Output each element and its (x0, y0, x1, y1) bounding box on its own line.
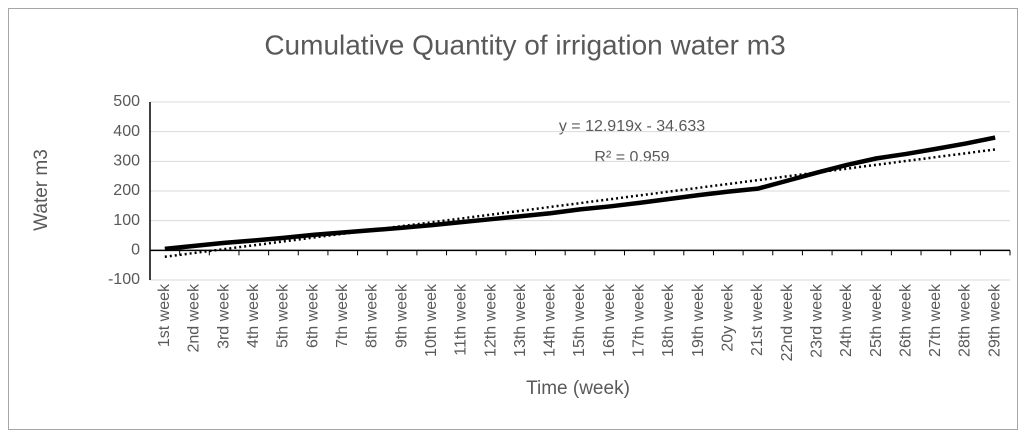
x-tick-label: 16th week (601, 283, 618, 357)
x-tick-label: 25th week (868, 283, 885, 357)
x-tick-label: 29th week (986, 283, 1003, 357)
y-tick-label: -100 (108, 271, 140, 288)
x-tick-label: 1st week (156, 283, 173, 347)
x-tick-label: 17th week (631, 283, 648, 357)
x-tick-label: 24th week (838, 283, 855, 357)
x-tick-label: 14th week (542, 283, 559, 357)
x-tick-label: 18th week (660, 283, 677, 357)
x-tick-label: 13th week (512, 283, 529, 357)
y-tick-label: 500 (113, 93, 140, 110)
x-tick-label: 4th week (245, 283, 262, 348)
x-tick-label: 9th week (393, 283, 410, 348)
y-tick-label: 200 (113, 182, 140, 199)
x-tick-label: 5th week (275, 283, 292, 348)
x-tick-label: 28th week (957, 283, 974, 357)
x-tick-label: 10th week (423, 283, 440, 357)
x-tick-label: 20y week (719, 283, 736, 352)
x-tick-label: 27th week (927, 283, 944, 357)
y-axis-title: Water m3 (31, 149, 52, 231)
x-tick-label: 19th week (690, 283, 707, 357)
y-tick-label: 100 (113, 212, 140, 229)
y-tick-label: 400 (113, 123, 140, 140)
x-tick-label: 7th week (334, 283, 351, 348)
x-tick-label: 11th week (453, 283, 470, 356)
x-tick-label: 12th week (482, 283, 499, 357)
y-tick-label: 300 (113, 153, 140, 170)
trendline-equation: y = 12.919x - 34.633 (559, 118, 705, 135)
x-tick-label: 2nd week (186, 283, 203, 352)
x-tick-label: 22nd week (779, 283, 796, 361)
line-series (164, 135, 996, 252)
x-tick-label: 26th week (897, 283, 914, 357)
chart-title: Cumulative Quantity of irrigation water … (264, 29, 785, 60)
trendline-r-squared: R² = 0.959 (594, 149, 669, 166)
x-axis-title: Time (week) (526, 378, 630, 399)
x-tick-label: 6th week (304, 283, 321, 348)
x-tick-label: 15th week (571, 283, 588, 357)
x-tick-label: 3rd week (215, 283, 232, 349)
y-tick-label: 0 (131, 242, 140, 259)
x-tick-label: 21st week (749, 283, 766, 356)
x-tick-label: 23rd week (808, 283, 825, 358)
x-tick-label: 8th week (364, 283, 381, 348)
